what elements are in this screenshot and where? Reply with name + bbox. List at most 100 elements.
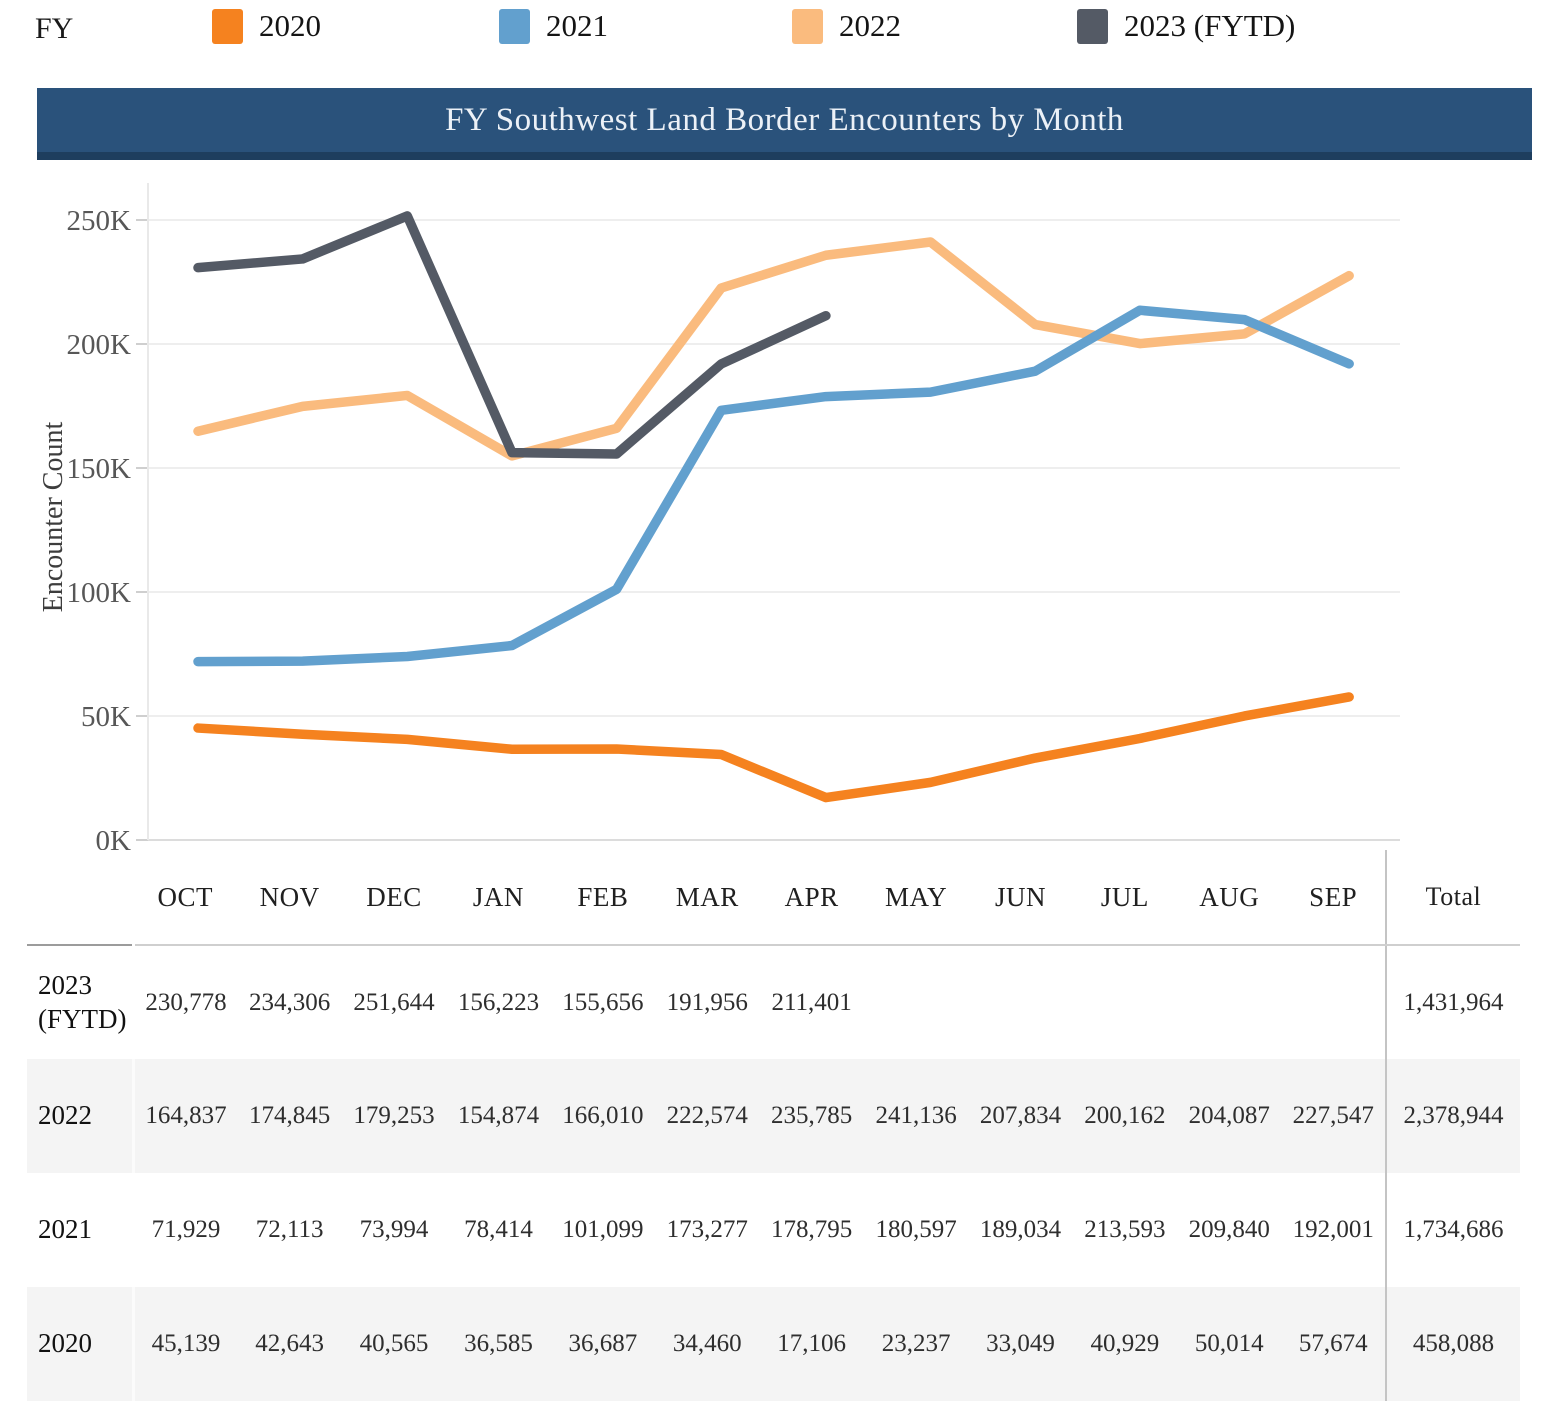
cell-2020-apr: 17,106 [777, 1330, 847, 1357]
legend-item-2022[interactable]: 2022 [792, 8, 901, 44]
cell-2023-fytd-jun [968, 945, 1072, 1059]
cell-2020-nov: 42,643 [255, 1330, 324, 1357]
cell-2022-aug: 204,087 [1188, 1102, 1270, 1129]
column-header-mar: MAR [655, 850, 760, 946]
y-tick-label: 50K [81, 701, 131, 733]
cell-2022-feb: 166,010 [562, 1102, 644, 1129]
cell-2022-may: 241,136 [875, 1102, 957, 1129]
y-tick-label: 200K [67, 329, 132, 361]
cell-2023-fytd-oct: 230,778 [145, 988, 227, 1016]
column-header-jan: JAN [446, 850, 551, 946]
cell-2022-total: 2,378,944 [1384, 1059, 1520, 1173]
cell-2023-fytd-apr: 211,401 [771, 988, 852, 1016]
legend: FY 2020 2021 2022 2023 (FYTD) [0, 0, 1546, 80]
y-axis-title: Encounter Count [38, 422, 69, 613]
encounters-line-chart: 0K 50K 100K 150K 200K 250K Encounter Count [38, 183, 1400, 857]
row-label-2023-fytd: 2023 (FYTD) [27, 945, 135, 1059]
cell-2021-nov: 72,113 [255, 1216, 324, 1243]
cell-2020-aug: 50,014 [1194, 1330, 1264, 1357]
cell-2020-sep: 57,674 [1298, 1330, 1368, 1357]
cell-2022-jul: 200,162 [1084, 1102, 1166, 1129]
cell-2022-jun: 207,834 [979, 1102, 1062, 1129]
legend-swatch-2021-icon [499, 8, 530, 44]
cell-2022-jan: 154,874 [457, 1102, 540, 1129]
cell-2021-total: 1,734,686 [1384, 1173, 1520, 1287]
column-header-may: MAY [863, 850, 969, 946]
y-tick-label: 150K [67, 453, 132, 485]
table-row-2023-fytd: 2023 (FYTD) 230,778 234,306 251,644 156,223 1… [27, 945, 1520, 1059]
legend-item-label: 2021 [546, 8, 608, 43]
column-header-total: Total [1384, 850, 1520, 946]
y-tick-label: 250K [67, 205, 132, 237]
cell-2020-dec: 40,565 [359, 1330, 429, 1357]
cell-2021-may: 180,597 [875, 1216, 957, 1243]
column-header-aug: AUG [1177, 850, 1282, 946]
column-header-dec: DEC [341, 850, 447, 946]
data-table: OCT NOV DEC JAN FEB MAR APR MAY JUN JUL AUG SEP Tota… [27, 850, 1520, 1401]
column-header-jun: JUN [968, 850, 1073, 946]
column-header-feb: FEB [550, 850, 656, 946]
row-label-2020: 2020 [27, 1287, 135, 1401]
table-row-2021: 2021 71,929 72,113 73,994 78,414 101,099 173,2… [27, 1173, 1520, 1287]
cell-2021-sep: 192,001 [1292, 1216, 1374, 1243]
cell-2021-dec: 73,994 [359, 1216, 429, 1243]
series-line-2022[interactable] [193, 237, 1354, 461]
legend-swatch-2023-fytd-icon [1077, 8, 1108, 44]
y-tick-label: 100K [67, 577, 132, 609]
legend-item-label: 2020 [259, 8, 321, 43]
chart-title: FY Southwest Land Border Encounters by M… [445, 101, 1124, 138]
column-header-sep: SEP [1281, 850, 1386, 946]
cell-2021-oct: 71,929 [151, 1216, 221, 1243]
cell-2023-fytd-may [864, 945, 968, 1059]
cell-2020-mar: 34,460 [672, 1330, 742, 1357]
cell-2023-fytd-jan: 156,223 [457, 988, 540, 1016]
cell-2023-fytd-dec: 251,644 [353, 988, 435, 1016]
cell-2021-jan: 78,414 [464, 1216, 533, 1243]
cell-2023-fytd-feb: 155,656 [562, 988, 644, 1016]
table-corner-cell [27, 850, 134, 946]
legend-item-2020[interactable]: 2020 [212, 8, 321, 44]
y-tick-label: 0K [96, 825, 132, 850]
legend-item-2021[interactable]: 2021 [499, 8, 608, 44]
chart-area: 0K 50K 100K 150K 200K 250K Encounter Count [0, 165, 1546, 857]
legend-item-label: 2023 (FYTD) [1124, 8, 1296, 43]
cell-2021-aug: 209,840 [1188, 1216, 1270, 1243]
legend-swatch-2020-icon [212, 8, 243, 44]
cell-2021-apr: 178,795 [771, 1216, 853, 1243]
cell-2020-oct: 45,139 [151, 1330, 221, 1357]
cell-2022-oct: 164,837 [145, 1102, 227, 1129]
cell-2023-fytd-total: 1,431,964 [1384, 945, 1520, 1059]
legend-item-label: 2022 [839, 8, 901, 43]
table-row-2020: 2020 45,139 42,643 40,565 36,585 36,687 34,460… [27, 1287, 1520, 1401]
table-area: OCT NOV DEC JAN FEB MAR APR MAY JUN JUL AUG SEP Tota… [0, 850, 1546, 1402]
cell-2020-jul: 40,929 [1090, 1330, 1160, 1357]
table-header-row: OCT NOV DEC JAN FEB MAR APR MAY JUN JUL AUG SEP Tota… [27, 850, 1520, 946]
series-line-2023-fytd[interactable] [193, 211, 831, 459]
cell-2021-jun: 189,034 [979, 1216, 1062, 1243]
cell-2023-fytd-mar: 191,956 [666, 988, 748, 1016]
legend-swatch-2022-icon [792, 8, 823, 44]
legend-title: FY [35, 12, 74, 45]
series-line-2020[interactable] [193, 692, 1354, 803]
cell-2022-apr: 235,785 [771, 1102, 853, 1129]
cell-2023-fytd-jul [1073, 945, 1177, 1059]
column-header-apr: APR [759, 850, 864, 946]
cell-2023-fytd-aug [1177, 945, 1281, 1059]
cell-2020-jun: 33,049 [986, 1330, 1055, 1357]
table-row-2022: 2022 164,837 174,845 179,253 154,874 166,010 2… [27, 1059, 1520, 1173]
cell-2023-fytd-nov: 234,306 [249, 988, 331, 1016]
cell-2021-mar: 173,277 [666, 1216, 748, 1243]
row-label-2021: 2021 [27, 1173, 135, 1287]
cell-2022-nov: 174,845 [249, 1102, 331, 1129]
cell-2020-may: 23,237 [881, 1330, 951, 1357]
legend-item-2023-fytd[interactable]: 2023 (FYTD) [1077, 8, 1295, 44]
cell-2022-dec: 179,253 [353, 1102, 435, 1129]
cell-2020-jan: 36,585 [464, 1330, 533, 1357]
cell-2023-fytd-sep [1281, 945, 1385, 1059]
cell-2020-total: 458,088 [1384, 1287, 1520, 1401]
series-line-2021[interactable] [193, 305, 1354, 667]
cell-2021-jul: 213,593 [1084, 1216, 1166, 1243]
row-label-2022: 2022 [27, 1059, 135, 1173]
column-header-nov: NOV [237, 850, 342, 946]
